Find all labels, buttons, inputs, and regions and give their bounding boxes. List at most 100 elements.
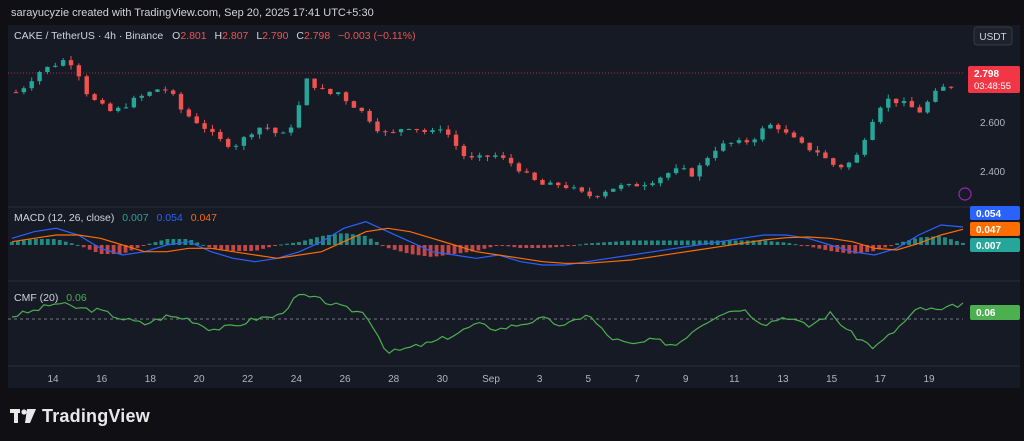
low-label: L	[256, 30, 262, 42]
candle-body	[501, 155, 506, 158]
macd-histogram-bar	[452, 245, 457, 254]
candle-body	[21, 88, 27, 93]
candle-body	[532, 172, 537, 180]
time-axis-label: Sep	[482, 374, 500, 385]
candle-body	[210, 128, 215, 132]
candle-body	[37, 72, 42, 82]
chart-svg[interactable]: CAKE / TetherUS · 4h · Binance O2.801 H2…	[8, 25, 1020, 388]
candle-body	[721, 143, 726, 151]
time-axis-label: 7	[634, 374, 640, 385]
macd-line	[11, 221, 964, 266]
alert-marker-icon[interactable]	[958, 187, 972, 201]
macd-histogram-bar	[488, 245, 493, 248]
candle-body	[320, 87, 325, 89]
currency-label[interactable]: USDT	[979, 32, 1006, 43]
macd-histogram-bar	[315, 237, 319, 245]
candle-body	[29, 81, 34, 89]
time-axis-label: 24	[291, 374, 303, 385]
time-axis-label: 20	[193, 374, 205, 385]
candle-body	[218, 131, 223, 139]
candle-body	[493, 155, 498, 157]
candle-body	[84, 76, 89, 95]
cmf-value: 0.06	[66, 292, 87, 304]
candle-body	[461, 145, 467, 157]
last-price-value: 2.798	[974, 69, 999, 80]
macd-histogram-bar	[638, 240, 642, 245]
symbol-label: CAKE / TetherUS · 4h · Binance	[14, 30, 163, 42]
macd-histogram-bar	[673, 240, 678, 245]
macd-histogram-bar	[279, 244, 283, 246]
candle-body	[115, 107, 121, 112]
macd-histogram-bar	[350, 234, 355, 245]
candle-body	[147, 91, 152, 96]
histogram-badge: 0.007	[976, 241, 1001, 252]
candle-body	[60, 60, 66, 66]
macd-histogram-bar	[374, 241, 379, 245]
macd-histogram-bar	[506, 245, 511, 247]
macd-histogram-bar	[261, 245, 266, 249]
candle-body	[886, 98, 891, 108]
candle-body	[351, 101, 357, 108]
macd-legend: MACD (12, 26, close) 0.007 0.054 0.047	[14, 212, 217, 224]
currency-button[interactable]: USDT	[973, 26, 1013, 46]
candle-body	[917, 107, 922, 113]
macd-histogram-bar	[578, 244, 583, 246]
chart-container[interactable]: CAKE / TetherUS · 4h · Binance O2.801 H2…	[8, 25, 1020, 388]
candle-body	[579, 187, 584, 192]
macd-histogram-bar	[925, 236, 929, 245]
macd-histogram-bar	[207, 245, 212, 248]
candle-body	[123, 107, 129, 109]
macd-histogram-bar	[165, 239, 170, 245]
macd-histogram-bar	[195, 242, 200, 245]
macd-histogram-bar	[153, 242, 158, 245]
time-axis-label: 18	[145, 374, 157, 385]
macd-histogram-bar	[99, 245, 104, 254]
macd-histogram-bar	[727, 240, 732, 245]
macd-histogram-bar	[799, 245, 804, 246]
tradingview-logo[interactable]: TradingView	[10, 404, 150, 428]
candle-body	[328, 88, 333, 94]
candle-body	[831, 158, 836, 165]
macd-histogram-bar	[303, 240, 307, 245]
candle-body	[783, 129, 789, 133]
candle-body	[666, 173, 671, 178]
open-label: O	[172, 30, 180, 42]
tradingview-logo-icon	[10, 409, 36, 423]
macd-histogram-bar	[961, 242, 965, 245]
macd-histogram-bar	[889, 245, 894, 246]
candle-body	[603, 191, 608, 197]
candle-body	[288, 127, 294, 133]
macd-histogram-bar	[608, 241, 612, 245]
macd-histogram-bar	[458, 245, 463, 254]
candle-body	[53, 65, 58, 67]
time-axis-label: 9	[683, 374, 689, 385]
candle-body	[343, 92, 349, 102]
candle-body	[870, 121, 875, 140]
candle-body	[249, 134, 254, 138]
macd-histogram-bar	[273, 245, 277, 246]
candle-body	[571, 187, 577, 189]
candle-body	[838, 164, 844, 168]
candle-body	[587, 191, 592, 197]
macd-histogram-bar	[751, 240, 756, 245]
candle-body	[359, 107, 364, 111]
candle-body	[45, 66, 50, 73]
cmf-badge-value: 0.06	[976, 308, 996, 319]
macd-histogram-bar	[560, 245, 565, 247]
macd-histogram-bar	[793, 244, 798, 246]
price-tick-2400: 2.400	[980, 167, 1005, 178]
macd-histogram-bar	[787, 243, 792, 245]
macd-histogram-bar	[51, 239, 56, 245]
macd-histogram-bar	[572, 245, 577, 246]
time-axis[interactable]: 14 16 18 20 22 24 26 28 30 Sep 3 5 7 9 11 13 15 17 19	[47, 374, 935, 385]
time-axis-label: 28	[388, 374, 400, 385]
candle-body	[280, 132, 286, 134]
macd-histogram-bar	[518, 245, 523, 248]
price-tick-2600: 2.600	[980, 118, 1005, 129]
macd-histogram-bar	[602, 242, 606, 245]
candle-body	[406, 128, 412, 130]
candle-body	[92, 94, 97, 101]
cmf-label: CMF (20)	[14, 292, 58, 304]
candle-body	[736, 140, 742, 143]
candle-body	[202, 123, 207, 129]
